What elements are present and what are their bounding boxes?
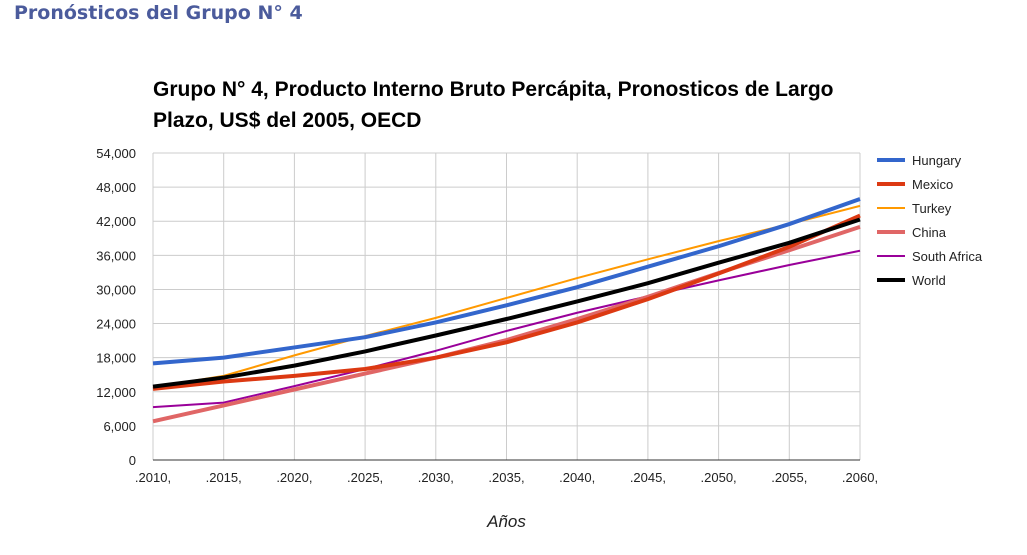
legend-label: Mexico: [912, 177, 953, 192]
x-tick-label: .2050,: [701, 470, 737, 485]
x-tick-label: .2030,: [418, 470, 454, 485]
x-tick-label: .2015,: [206, 470, 242, 485]
x-tick-label: .2060,: [842, 470, 878, 485]
series-line-hungary: [152, 197, 861, 366]
x-axis-title: Años: [486, 512, 526, 531]
y-tick-label: 24,000: [96, 317, 136, 332]
series-line-south-africa: [152, 249, 861, 409]
y-tick-label: 48,000: [96, 180, 136, 195]
x-tick-label: .2020,: [276, 470, 312, 485]
x-tick-label: .2045,: [630, 470, 666, 485]
y-tick-label: 18,000: [96, 351, 136, 366]
series-line-mexico: [152, 213, 861, 391]
y-tick-label: 12,000: [96, 385, 136, 400]
legend-label: World: [912, 273, 946, 288]
y-tick-label: 0: [129, 453, 136, 468]
y-tick-label: 42,000: [96, 214, 136, 229]
x-tick-label: .2055,: [771, 470, 807, 485]
series-line-turkey: [152, 204, 861, 389]
y-tick-label: 54,000: [96, 146, 136, 161]
y-tick-label: 30,000: [96, 282, 136, 297]
series-line-world: [152, 217, 861, 389]
legend-label: Hungary: [912, 153, 962, 168]
chart-title: Grupo N° 4, Producto Interno Bruto Percá…: [153, 78, 834, 132]
legend-label: South Africa: [912, 249, 983, 264]
x-tick-label: .2010,: [135, 470, 171, 485]
x-tick-label: .2025,: [347, 470, 383, 485]
legend-label: China: [912, 225, 947, 240]
legend-label: Turkey: [912, 201, 952, 216]
x-tick-label: .2035,: [488, 470, 524, 485]
y-tick-label: 36,000: [96, 248, 136, 263]
page-heading: Pronósticos del Grupo N° 4: [14, 2, 303, 24]
y-tick-label: 6,000: [103, 419, 136, 434]
x-tick-label: .2040,: [559, 470, 595, 485]
